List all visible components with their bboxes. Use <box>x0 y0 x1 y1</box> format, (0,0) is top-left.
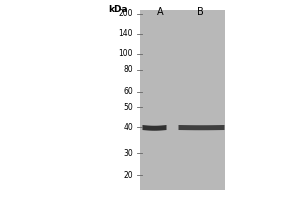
Text: kDa: kDa <box>108 5 128 14</box>
Text: 20: 20 <box>123 170 133 180</box>
Text: 30: 30 <box>123 148 133 158</box>
Text: A: A <box>157 7 163 17</box>
Text: 80: 80 <box>123 66 133 74</box>
Text: B: B <box>196 7 203 17</box>
Bar <box>140 10 225 190</box>
Text: 60: 60 <box>123 88 133 97</box>
Text: 50: 50 <box>123 102 133 112</box>
Text: 100: 100 <box>118 49 133 58</box>
Text: 40: 40 <box>123 122 133 132</box>
Text: 200: 200 <box>118 9 133 19</box>
Text: 140: 140 <box>118 29 133 38</box>
